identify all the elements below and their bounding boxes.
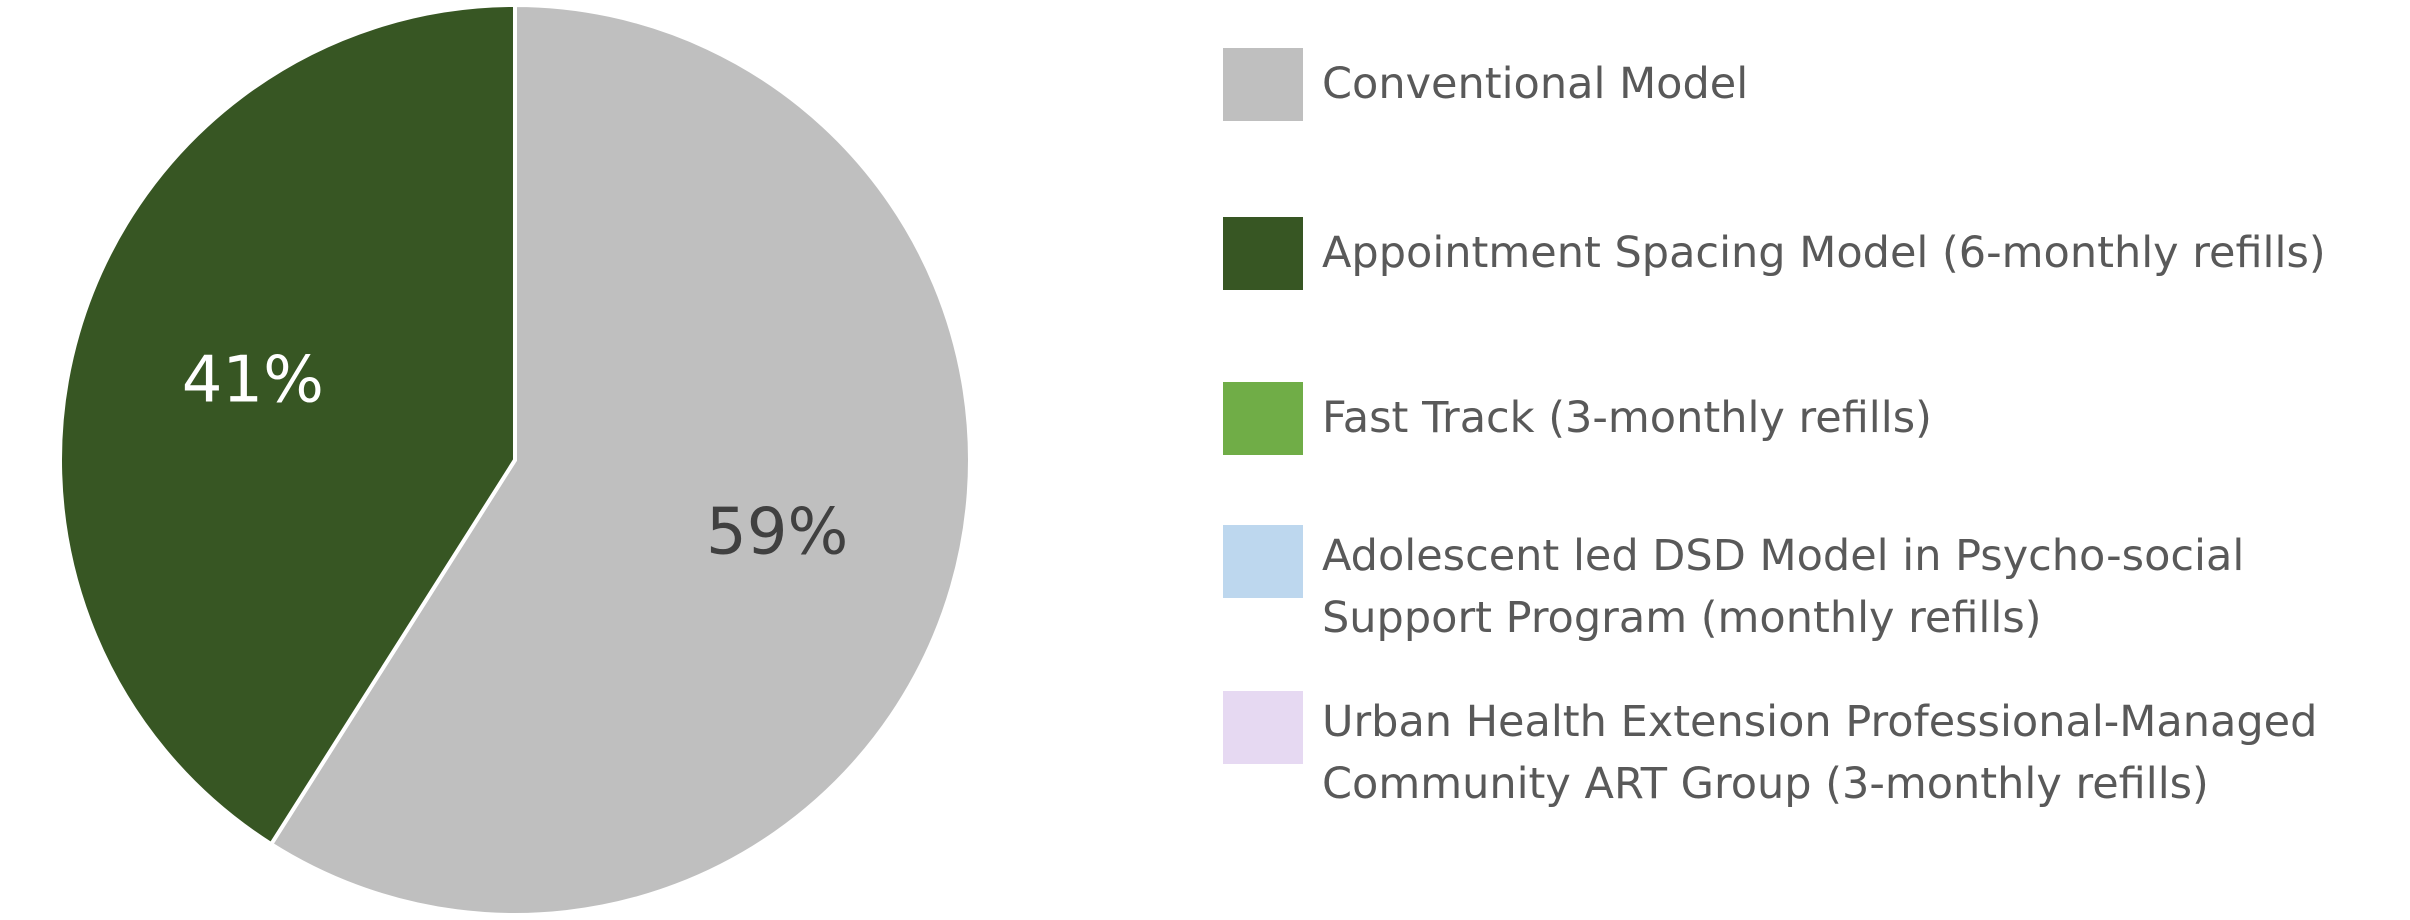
legend-swatch — [1223, 47, 1303, 121]
legend-label: Fast Track (3-monthly refills) — [1322, 393, 1932, 443]
pie-slice — [268, 2, 972, 917]
legend-label: Adolescent led DSD Model in Psycho-socia… — [1322, 531, 2245, 643]
slice-label: 41% — [182, 343, 324, 417]
legend-label: Urban Health Extension Professional-Mana… — [1322, 697, 2318, 809]
slice-label: 59% — [706, 496, 848, 570]
legend-item: Conventional Model — [1223, 47, 1749, 121]
legend-swatch — [1223, 691, 1303, 764]
legend-item: Appointment Spacing Model (6-monthly ref… — [1223, 216, 2326, 290]
pie-chart: 59% 41% — [58, 2, 972, 917]
legend-swatch — [1223, 216, 1303, 290]
pie-slice — [58, 2, 517, 847]
legend-item: Urban Health Extension Professional-Mana… — [1223, 691, 2402, 815]
legend-item: Fast Track (3-monthly refills) — [1223, 381, 1932, 455]
legend-swatch — [1223, 381, 1303, 455]
legend-label: Appointment Spacing Model (6-monthly ref… — [1322, 228, 2326, 278]
legend-swatch — [1223, 525, 1303, 598]
legend-label: Conventional Model — [1322, 59, 1749, 109]
legend-item: Adolescent led DSD Model in Psycho-socia… — [1223, 525, 2402, 649]
legend: Conventional Model Appointment Spacing Mo… — [1223, 0, 2408, 920]
